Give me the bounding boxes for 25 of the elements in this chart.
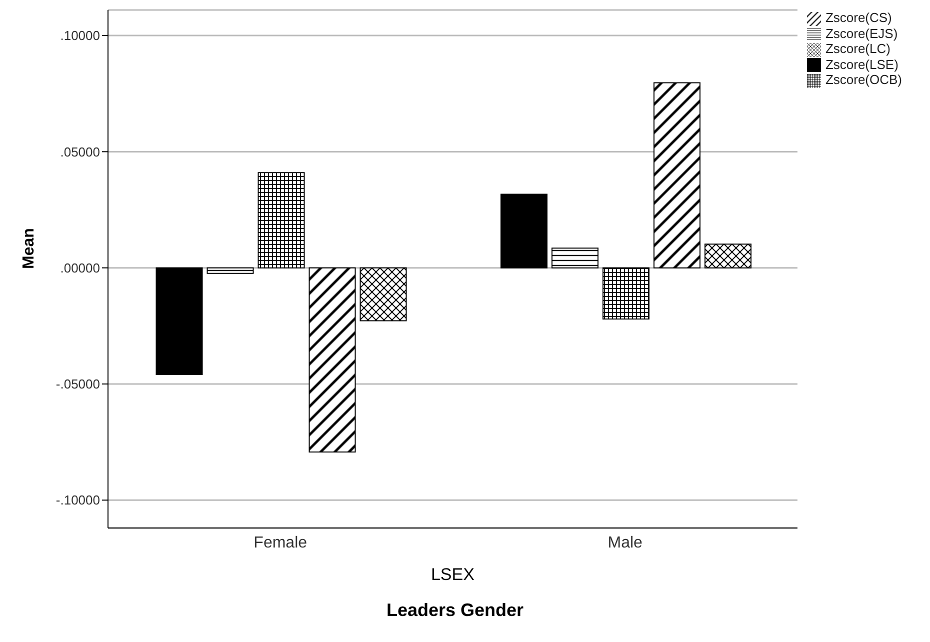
- legend-label: Zscore(OCB): [825, 72, 902, 88]
- bar: [500, 194, 548, 268]
- bar: [206, 267, 254, 274]
- bar: [602, 267, 650, 320]
- y-tick-label: .00000: [60, 260, 100, 276]
- y-axis-title: Mean: [20, 228, 38, 269]
- bar: [653, 82, 700, 268]
- legend-label: Zscore(CS): [825, 10, 892, 25]
- legend-label: Zscore(EJS): [825, 26, 898, 41]
- x-axis-title: LSEX: [430, 565, 474, 584]
- bar: [704, 244, 752, 268]
- y-tick-label: .05000: [60, 144, 100, 160]
- bar: [360, 267, 407, 322]
- x-tick-label: Male: [608, 534, 643, 552]
- bar: [551, 248, 598, 268]
- bar: [156, 267, 203, 375]
- bar: [258, 172, 305, 268]
- y-tick-label: .10000: [60, 28, 100, 44]
- bar: [308, 267, 356, 453]
- x-tick-label: Female: [254, 534, 308, 552]
- legend-label: Zscore(LC): [825, 41, 890, 56]
- y-tick-label: -.10000: [56, 492, 100, 508]
- legend-label: Zscore(LSE): [825, 56, 898, 72]
- y-tick-label: -.05000: [56, 376, 100, 392]
- text: Leaders Gender: [385, 600, 525, 621]
